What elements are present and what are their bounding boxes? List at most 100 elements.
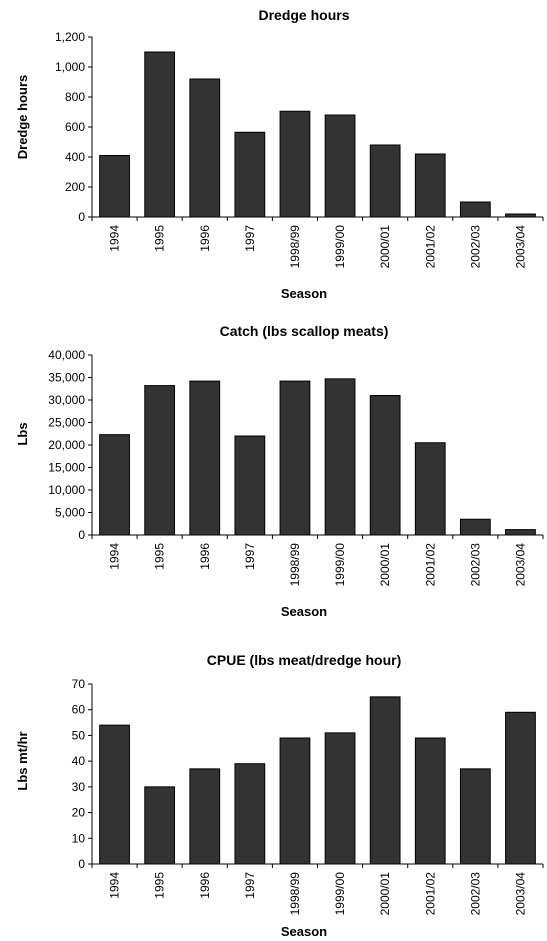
y-tick-label: 0 xyxy=(78,528,85,542)
y-tick-label: 15,000 xyxy=(48,461,85,475)
bar xyxy=(459,518,491,536)
x-tick-label: 1995 xyxy=(153,225,167,252)
bar xyxy=(505,529,536,536)
bar xyxy=(369,395,401,536)
y-axis-label: Lbs xyxy=(15,422,30,445)
y-tick-label: 600 xyxy=(65,120,85,134)
x-tick-label: 1994 xyxy=(108,543,122,570)
x-tick-label: 1998/99 xyxy=(288,225,302,269)
bar xyxy=(369,144,401,218)
bar xyxy=(505,711,536,865)
bar xyxy=(324,114,356,218)
x-tick-label: 2003/04 xyxy=(513,543,527,587)
bar xyxy=(279,380,311,536)
x-tick-label: 2002/03 xyxy=(468,872,482,916)
y-tick-label: 10 xyxy=(72,831,86,845)
chart-marks: 0 200 400 600 800 1,000 1,200 1994 1995 1996 1997 1… xyxy=(55,30,544,269)
bar xyxy=(279,737,311,865)
y-tick-label: 20 xyxy=(72,806,86,820)
x-axis-label: Season xyxy=(281,604,327,619)
bar xyxy=(99,155,130,218)
bar xyxy=(234,435,266,536)
x-tick-label: 1996 xyxy=(198,225,212,252)
bar xyxy=(99,724,130,865)
bar xyxy=(189,768,221,865)
x-tick-label: 1996 xyxy=(198,543,212,570)
y-tick-label: 60 xyxy=(72,703,86,717)
chart-catch: Catch (lbs scallop meats) Lbs Season 0 5,… xyxy=(15,323,544,619)
x-axis-label: Season xyxy=(281,286,327,301)
bar xyxy=(144,51,176,218)
y-tick-label: 40 xyxy=(72,754,86,768)
chart-marks: 0 10 20 30 40 50 60 70 1994 1995 1996 1997 1998/99 19… xyxy=(72,677,544,916)
x-tick-label: 1994 xyxy=(108,225,122,252)
y-tick-label: 0 xyxy=(78,857,85,871)
y-tick-label: 10,000 xyxy=(48,483,85,497)
chart-title: CPUE (lbs meat/dredge hour) xyxy=(207,652,401,668)
chart-marks: 0 5,000 10,000 15,000 20,000 25,000 30,000 35,0… xyxy=(48,348,544,587)
x-tick-label: 1997 xyxy=(243,225,257,252)
y-tick-label: 400 xyxy=(65,150,85,164)
bar xyxy=(279,110,311,218)
chart-cpue: CPUE (lbs meat/dredge hour) Lbs mt/hr Se… xyxy=(15,652,544,939)
y-tick-label: 200 xyxy=(65,180,85,194)
x-tick-label: 2001/02 xyxy=(423,872,437,916)
y-tick-label: 40,000 xyxy=(48,348,85,362)
bar xyxy=(459,201,491,218)
x-tick-label: 2000/01 xyxy=(378,872,392,916)
y-tick-label: 800 xyxy=(65,90,85,104)
x-tick-label: 1996 xyxy=(198,872,212,899)
chart-title: Dredge hours xyxy=(258,7,349,23)
x-tick-label: 2002/03 xyxy=(468,543,482,587)
bar xyxy=(369,696,401,865)
bar xyxy=(414,442,446,536)
y-tick-label: 30 xyxy=(72,780,86,794)
bar xyxy=(234,763,266,865)
x-tick-label: 1999/00 xyxy=(333,872,347,916)
chart-dredge-hours: Dredge hours Dredge hours Season 0 200 400… xyxy=(15,7,544,301)
x-tick-label: 1998/99 xyxy=(288,872,302,916)
x-tick-label: 1995 xyxy=(153,543,167,570)
x-axis-label: Season xyxy=(281,924,327,939)
bar xyxy=(324,378,356,536)
x-tick-label: 1998/99 xyxy=(288,543,302,587)
bar xyxy=(189,380,221,536)
y-tick-label: 25,000 xyxy=(48,416,85,430)
y-tick-label: 50 xyxy=(72,728,86,742)
x-tick-label: 1999/00 xyxy=(333,225,347,269)
chart-title: Catch (lbs scallop meats) xyxy=(220,323,389,339)
x-tick-label: 1997 xyxy=(243,543,257,570)
x-tick-label: 1997 xyxy=(243,872,257,899)
y-tick-label: 30,000 xyxy=(48,393,85,407)
y-axis-label: Dredge hours xyxy=(15,75,30,160)
bar xyxy=(144,786,176,865)
x-tick-label: 2003/04 xyxy=(513,872,527,916)
y-tick-label: 5,000 xyxy=(55,506,85,520)
bar xyxy=(414,153,446,218)
x-tick-label: 2001/02 xyxy=(423,225,437,269)
bar xyxy=(234,131,266,218)
y-tick-label: 1,000 xyxy=(55,60,85,74)
bar xyxy=(189,78,221,218)
bar xyxy=(144,385,176,536)
y-tick-label: 35,000 xyxy=(48,371,85,385)
bar xyxy=(324,732,356,865)
y-tick-label: 70 xyxy=(72,677,86,691)
x-tick-label: 2003/04 xyxy=(513,225,527,269)
y-tick-label: 20,000 xyxy=(48,438,85,452)
x-tick-label: 1999/00 xyxy=(333,543,347,587)
y-axis-label: Lbs mt/hr xyxy=(15,731,30,790)
x-tick-label: 2001/02 xyxy=(423,543,437,587)
x-tick-label: 1995 xyxy=(153,872,167,899)
x-tick-label: 2002/03 xyxy=(468,225,482,269)
y-tick-label: 1,200 xyxy=(55,30,85,44)
x-tick-label: 1994 xyxy=(108,872,122,899)
x-tick-label: 2000/01 xyxy=(378,543,392,587)
bar xyxy=(414,737,446,865)
bar xyxy=(459,768,491,865)
bar xyxy=(99,434,130,536)
bar xyxy=(505,213,536,218)
x-tick-label: 2000/01 xyxy=(378,225,392,269)
y-tick-label: 0 xyxy=(78,210,85,224)
